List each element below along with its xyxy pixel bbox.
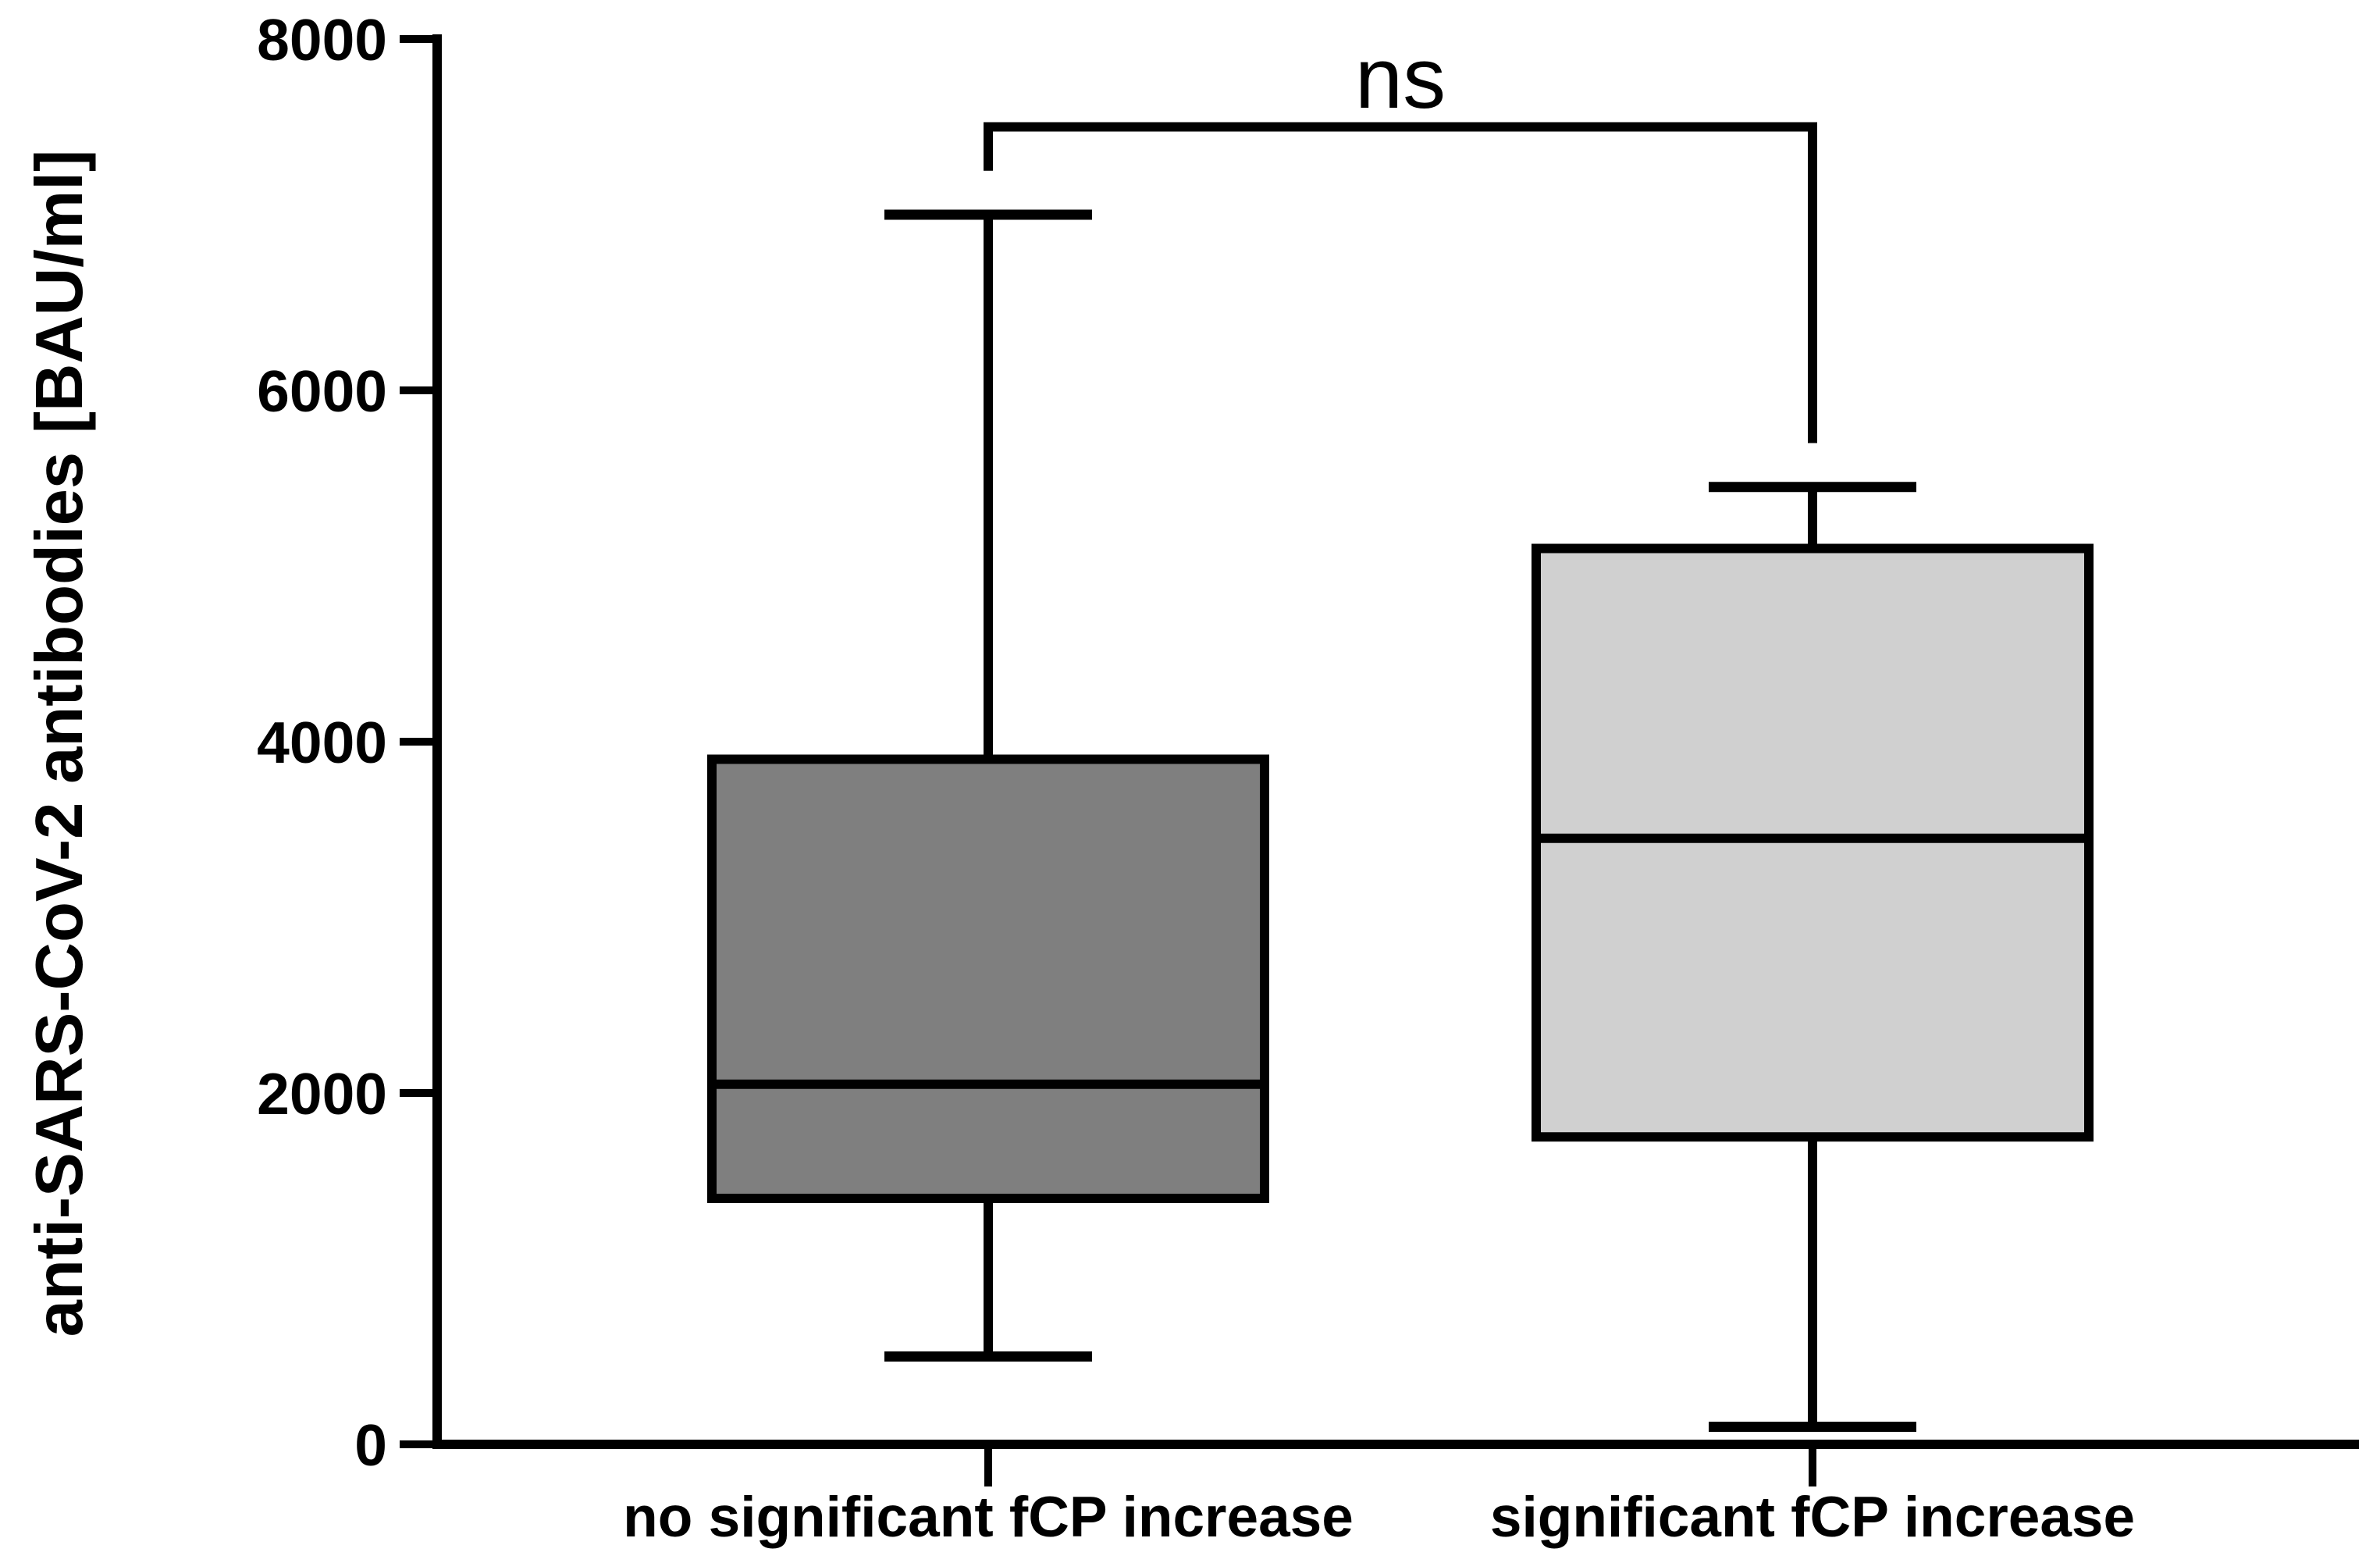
chart-generated-geometry: 0 2000 4000 6000 8000 no significant fCP incr… (257, 7, 2359, 1549)
box-left (707, 754, 1269, 1203)
x-axis-category-label: significant fCP increase (1490, 1486, 2135, 1549)
x-axis-category-label: no significant fCP increase (623, 1486, 1354, 1549)
y-axis-tick-label: 0 (354, 1412, 387, 1478)
y-axis-tick-label: 2000 (257, 1061, 387, 1127)
y-axis-tick-label: 8000 (257, 7, 387, 73)
significance-bracket (984, 122, 1817, 443)
y-axis-tick-label: 6000 (257, 358, 387, 424)
y-axis-title: anti-SARS-CoV-2 antibodies [BAU/ml] (23, 150, 97, 1337)
y-axis-tick-label: 4000 (257, 710, 387, 775)
significance-ns-label: ns (1355, 30, 1446, 126)
